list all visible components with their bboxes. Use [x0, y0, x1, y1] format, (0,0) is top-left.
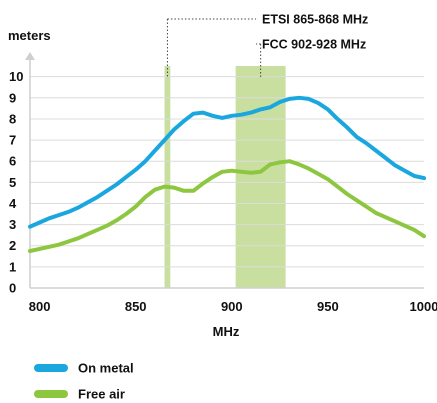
x-tick-labels: 800 850 900 950 1000 — [29, 299, 437, 314]
band-0 — [164, 66, 171, 288]
gridlines — [30, 76, 424, 268]
x-axis-title: MHz — [213, 324, 240, 339]
legend-label-0: On metal — [78, 361, 134, 376]
y-axis-arrow — [25, 52, 35, 60]
band-annotations: ETSI 865-868 MHz FCC 902-928 MHz — [166, 13, 368, 78]
y-tick-6: 6 — [9, 154, 16, 169]
legend: On metal Free air — [34, 361, 134, 402]
band-1 — [235, 66, 286, 288]
frequency-bands — [164, 66, 286, 288]
y-tick-0: 0 — [9, 281, 16, 296]
legend-label-1: Free air — [78, 387, 125, 402]
y-tick-1: 1 — [9, 259, 16, 274]
y-tick-2: 2 — [9, 238, 16, 253]
y-tick-labels: 0 1 2 3 4 5 6 7 8 9 10 — [9, 69, 23, 295]
x-tick-800: 800 — [29, 299, 51, 314]
x-tick-950: 950 — [317, 299, 339, 314]
band-label-1: FCC 902-928 MHz — [262, 38, 366, 52]
series-lines — [28, 95, 426, 253]
y-tick-4: 4 — [9, 196, 17, 211]
y-tick-3: 3 — [9, 217, 16, 232]
x-tick-850: 850 — [125, 299, 147, 314]
x-tick-900: 900 — [221, 299, 243, 314]
y-axis-title: meters — [8, 28, 51, 43]
y-tick-9: 9 — [9, 90, 16, 105]
y-tick-10: 10 — [9, 69, 23, 84]
y-tick-8: 8 — [9, 111, 16, 126]
band-label-0: ETSI 865-868 MHz — [262, 13, 368, 27]
y-tick-7: 7 — [9, 133, 16, 148]
x-tick-1000: 1000 — [410, 299, 437, 314]
series-line-on-metal — [28, 95, 426, 229]
y-tick-5: 5 — [9, 175, 16, 190]
series-line-free-air — [28, 159, 426, 253]
